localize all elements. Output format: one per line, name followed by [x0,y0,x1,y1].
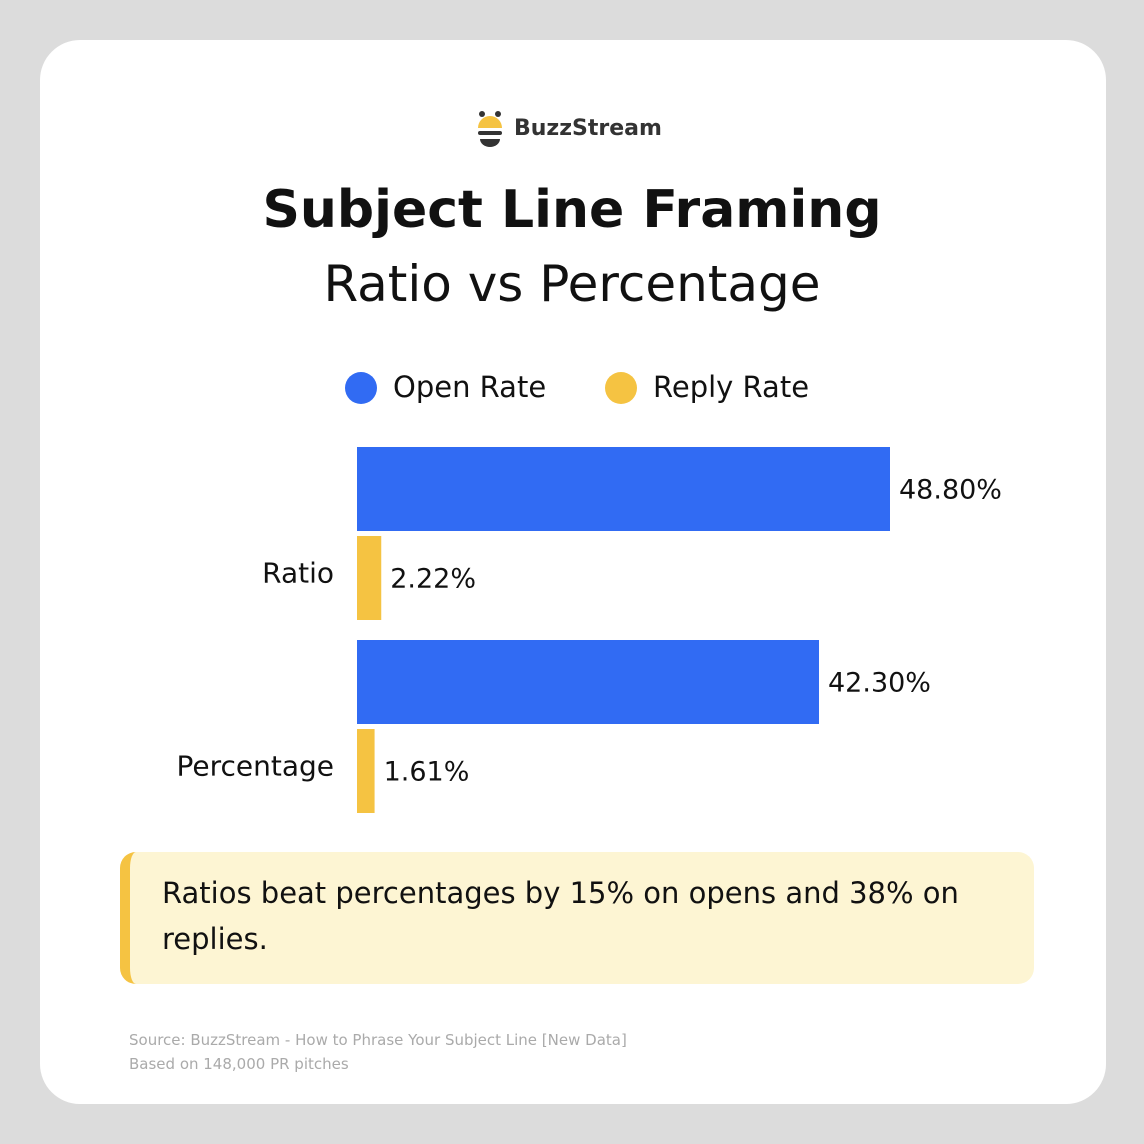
bar [357,447,890,531]
value-label: 1.61% [384,757,470,788]
note: Based on 148,000 PR pitches [129,1055,349,1073]
bee-head [478,116,502,128]
bee-stripe [478,131,502,135]
bar [357,536,382,620]
legend-swatch [345,372,377,404]
y-tick-label: Percentage [176,750,334,783]
legend-label: Open Rate [393,370,546,404]
chart-subtitle: Ratio vs Percentage [323,255,821,313]
chart-title: Subject Line Framing [262,180,882,240]
value-label: 42.30% [828,668,931,699]
legend-label: Reply Rate [653,370,809,404]
brand: BuzzStream [514,116,662,141]
bar [357,729,375,813]
annotation: Ratios beat percentages by 15% on opens … [162,876,959,956]
bee-body [480,139,500,147]
bar [357,640,820,724]
legend-swatch [605,372,637,404]
value-label: 48.80% [899,475,1002,506]
bee-antenna [479,111,485,117]
bee-antenna [495,111,501,117]
source: Source: BuzzStream - How to Phrase Your … [129,1031,627,1049]
callout-box [120,852,1034,984]
y-tick-label: Ratio [262,557,334,590]
value-label: 2.22% [390,564,476,595]
